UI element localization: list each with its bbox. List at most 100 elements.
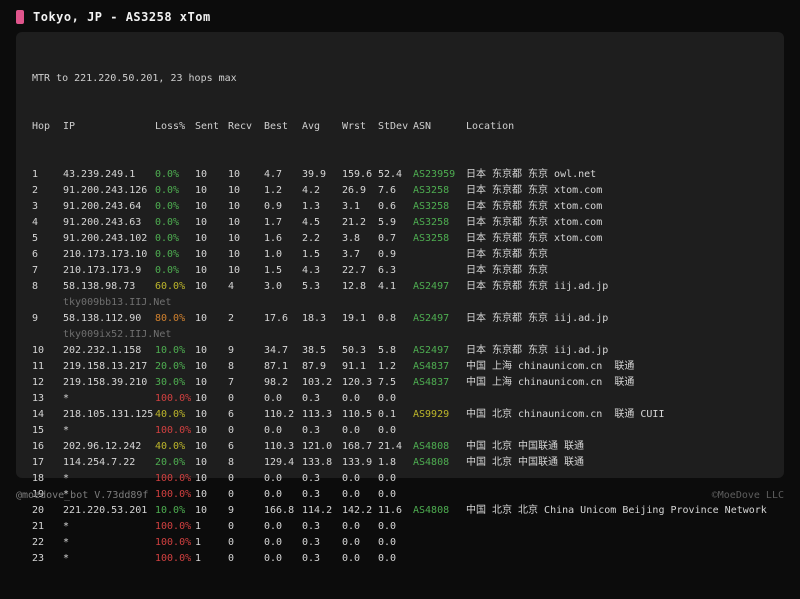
- cell-avg: 0.3: [302, 553, 321, 564]
- table-row: 14 218.105.131.125 40.0% 10 6 110.2 113.3 110.5…: [24, 407, 776, 423]
- cell-hop: 20: [32, 505, 45, 516]
- cell-hop: 23: [32, 553, 45, 564]
- cell-ip: 210.173.173.10: [63, 249, 148, 260]
- cell-recv: 10: [228, 201, 241, 212]
- cell-wrst: 0.0: [342, 521, 361, 532]
- cell-sent: 10: [195, 409, 208, 420]
- cell-recv: 0: [228, 393, 235, 404]
- cell-recv: 10: [228, 217, 241, 228]
- table-row: 10 202.232.1.158 10.0% 10 9 34.7 38.5 50.3 5.8 AS…: [24, 343, 776, 359]
- cell-stdev: 4.1: [378, 281, 397, 292]
- cell-best: 1.7: [264, 217, 283, 228]
- cell-asn: AS3258: [413, 233, 450, 244]
- cell-hop: 14: [32, 409, 45, 420]
- cell-wrst: 168.7: [342, 441, 373, 452]
- cell-loss: 0.0%: [155, 249, 180, 260]
- cell-wrst: 0.0: [342, 425, 361, 436]
- table-row: 5 91.200.243.102 0.0% 10 10 1.6 2.2 3.8 0.7 AS325…: [24, 231, 776, 247]
- col-header-hop: Hop: [32, 121, 51, 132]
- cell-location: 日本 东京都 东京 xtom.com: [466, 185, 603, 196]
- cell-avg: 2.2: [302, 233, 321, 244]
- cell-sent: 10: [195, 249, 208, 260]
- hostname-subrow: tky009bb13.IIJ.Net: [24, 295, 776, 311]
- cell-sent: 10: [195, 281, 208, 292]
- col-header-wrst: Wrst: [342, 121, 367, 132]
- cell-loss: 100.0%: [155, 553, 192, 564]
- cell-recv: 0: [228, 425, 235, 436]
- table-row: 19 * 100.0% 10 0 0.0 0.3 0.0 0.0: [24, 487, 776, 503]
- cell-ip: 219.158.39.210: [63, 377, 148, 388]
- cell-hop: 1: [32, 169, 39, 180]
- cell-ip: 91.200.243.63: [63, 217, 142, 228]
- cell-best: 87.1: [264, 361, 289, 372]
- table-header-row: Hop IP Loss% Sent Recv Best Avg Wrst StDev ASN Loc…: [24, 119, 776, 135]
- cell-loss: 0.0%: [155, 185, 180, 196]
- cell-loss: 30.0%: [155, 377, 186, 388]
- cell-avg: 1.5: [302, 249, 321, 260]
- cell-ip: 58.138.98.73: [63, 281, 136, 292]
- cell-best: 0.9: [264, 201, 283, 212]
- cell-ip: 43.239.249.1: [63, 169, 136, 180]
- bot-version-label: @moedove_bot V.73dd89f: [16, 490, 149, 501]
- cell-location: 日本 东京都 东京 iij.ad.jp: [466, 281, 609, 292]
- cell-wrst: 22.7: [342, 265, 367, 276]
- cell-avg: 103.2: [302, 377, 333, 388]
- cell-location: 日本 东京都 东京 xtom.com: [466, 233, 603, 244]
- hostname-label: tky009bb13.IIJ.Net: [63, 297, 172, 308]
- cell-hop: 4: [32, 217, 39, 228]
- cell-stdev: 0.6: [378, 201, 397, 212]
- cell-best: 0.0: [264, 553, 283, 564]
- cell-loss: 60.0%: [155, 281, 186, 292]
- cell-best: 0.0: [264, 537, 283, 548]
- cell-sent: 10: [195, 217, 208, 228]
- cell-best: 4.7: [264, 169, 283, 180]
- cell-wrst: 110.5: [342, 409, 373, 420]
- cell-asn: AS4808: [413, 457, 450, 468]
- cell-ip: 218.105.131.125: [63, 409, 154, 420]
- cell-avg: 5.3: [302, 281, 321, 292]
- cell-sent: 10: [195, 393, 208, 404]
- cell-stdev: 7.5: [378, 377, 397, 388]
- cell-recv: 0: [228, 553, 235, 564]
- cell-hop: 11: [32, 361, 45, 372]
- copyright-label: ©MoeDove LLC: [711, 490, 784, 501]
- cell-asn: AS2497: [413, 281, 450, 292]
- cell-avg: 0.3: [302, 393, 321, 404]
- table-row: 21 * 100.0% 1 0 0.0 0.3 0.0 0.0: [24, 519, 776, 535]
- cell-best: 0.0: [264, 393, 283, 404]
- cell-recv: 10: [228, 233, 241, 244]
- cell-avg: 0.3: [302, 425, 321, 436]
- cell-avg: 113.3: [302, 409, 333, 420]
- cell-sent: 10: [195, 313, 208, 324]
- cell-sent: 10: [195, 233, 208, 244]
- cell-hop: 9: [32, 313, 39, 324]
- cell-stdev: 0.0: [378, 489, 397, 500]
- cell-loss: 10.0%: [155, 345, 186, 356]
- footer: @moedove_bot V.73dd89f ©MoeDove LLC: [16, 490, 784, 501]
- col-header-ip: IP: [63, 121, 76, 132]
- cell-avg: 4.2: [302, 185, 321, 196]
- cell-hop: 17: [32, 457, 45, 468]
- cell-loss: 40.0%: [155, 441, 186, 452]
- cell-asn: AS4837: [413, 377, 450, 388]
- cell-wrst: 159.6: [342, 169, 373, 180]
- cell-loss: 0.0%: [155, 169, 180, 180]
- cell-location: 中国 北京 chinaunicom.cn 联通 CUII: [466, 409, 665, 420]
- cell-ip: 210.173.173.9: [63, 265, 142, 276]
- cell-stdev: 1.2: [378, 361, 397, 372]
- col-header-sent: Sent: [195, 121, 220, 132]
- cell-stdev: 0.7: [378, 233, 397, 244]
- cell-avg: 18.3: [302, 313, 327, 324]
- cell-ip: 114.254.7.22: [63, 457, 136, 468]
- table-row: 9 58.138.112.90 80.0% 10 2 17.6 18.3 19.1 0.8 AS2…: [24, 311, 776, 327]
- cell-best: 1.5: [264, 265, 283, 276]
- cell-location: 中国 上海 chinaunicom.cn 联通: [466, 377, 635, 388]
- cell-loss: 80.0%: [155, 313, 186, 324]
- cell-hop: 5: [32, 233, 39, 244]
- cell-sent: 10: [195, 169, 208, 180]
- cell-ip: *: [63, 489, 70, 500]
- accent-bar-icon: [16, 10, 24, 24]
- table-row: 2 91.200.243.126 0.0% 10 10 1.2 4.2 26.9 7.6 AS32…: [24, 183, 776, 199]
- table-row: 3 91.200.243.64 0.0% 10 10 0.9 1.3 3.1 0.6 AS3258…: [24, 199, 776, 215]
- cell-sent: 10: [195, 201, 208, 212]
